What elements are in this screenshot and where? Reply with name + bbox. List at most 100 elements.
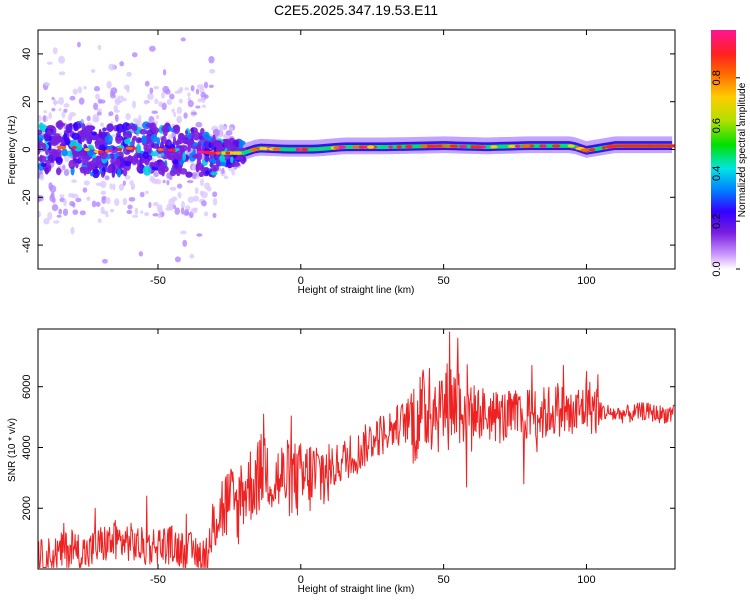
colorbar-tick-label: 0.4 (711, 166, 723, 181)
spectrogram-speckle (110, 87, 118, 95)
spectrogram-speckle (100, 180, 107, 189)
spectrogram-blob (44, 167, 49, 175)
snr-line (38, 331, 675, 568)
colorbar-tick-label: 0.8 (711, 70, 723, 85)
spectrogram-hot-spot (405, 145, 413, 149)
spectrogram-blob (208, 142, 212, 148)
spectrogram-speckle (67, 114, 73, 122)
spectrogram-blob (215, 141, 223, 149)
spectrogram-speckle (212, 212, 217, 218)
spectrogram-blob (229, 156, 234, 164)
spectrogram-speckle (166, 179, 170, 186)
spectrogram-blob (122, 167, 128, 177)
spectrogram-speckle (195, 121, 203, 128)
spectrogram-speckle (178, 98, 183, 104)
spectrogram-speckle (63, 168, 70, 176)
spectrogram-speckle (144, 190, 149, 195)
spectrogram-hot-spot (117, 147, 123, 152)
spectrogram-blob (172, 136, 177, 146)
spectrogram-speckle (168, 198, 175, 207)
spectrogram-speckle (177, 191, 182, 199)
y-tick-label: 6000 (21, 374, 33, 398)
spectrogram-speckle (180, 201, 186, 210)
spectrogram-speckle (148, 201, 152, 209)
snr-x-label: Height of straight line (km) (298, 584, 415, 595)
spectrogram-blob (104, 134, 113, 144)
spectrogram-blob (219, 154, 226, 163)
spectrogram-blob (132, 135, 137, 141)
x-tick-label: 0 (298, 275, 304, 287)
spectrogram-blob (198, 171, 204, 177)
spectrogram-speckle (208, 84, 214, 88)
spectrogram-speckle (133, 118, 139, 123)
spectrogram-speckle (106, 80, 112, 89)
spectrogram-speckle (58, 55, 66, 64)
spectrogram-hot-spot (436, 144, 443, 148)
x-tick-label: 100 (577, 275, 595, 287)
spectrogram-speckle (223, 175, 229, 180)
spectrogram-speckle (75, 197, 82, 203)
spectrogram-speckle (104, 175, 110, 181)
spectrogram-speckle (52, 100, 60, 105)
spectrogram-speckle (221, 167, 225, 174)
spectrogram-hot-spot (441, 144, 448, 148)
spectrogram-blob (200, 127, 205, 135)
spectrogram-speckle (114, 97, 121, 106)
spectrogram-speckle (51, 96, 55, 101)
spectrogram-speckle (76, 41, 81, 48)
spectrogram-speckle (46, 61, 53, 65)
spectrogram-blob (182, 151, 187, 162)
spectrogram-blob (44, 133, 50, 142)
spectrogram-speckle (184, 87, 189, 91)
spectrogram-blob (172, 159, 179, 165)
spectrogram-speckle (64, 154, 70, 163)
spectrogram-speckle (97, 218, 102, 224)
spectrogram-speckle (50, 191, 55, 199)
spectrogram-speckle (51, 204, 59, 212)
spectrogram-blob (91, 157, 98, 168)
spectrogram-speckle (95, 182, 103, 187)
spectrogram-hot-spot (420, 144, 428, 148)
spectrogram-speckle (157, 207, 163, 214)
spectrogram-x-label: Height of straight line (km) (298, 285, 415, 296)
colorbar-gradient (711, 30, 736, 269)
spectrogram-blob (150, 133, 158, 143)
spectrogram-speckle (38, 194, 42, 203)
spectrogram-blob (111, 169, 116, 178)
spectrogram-speckle (203, 94, 209, 99)
y-tick-label: 2000 (21, 496, 33, 520)
spectrogram-blob (136, 143, 142, 154)
spectrogram-speckle (43, 218, 50, 225)
spectrogram-hot-spot (458, 144, 468, 149)
spectrogram-hot-spot (588, 148, 596, 152)
spectrogram-speckle (134, 207, 139, 215)
y-tick-label: 20 (21, 96, 33, 108)
spectrogram-hot-spot (104, 149, 110, 153)
spectrogram-hot-spot (554, 144, 560, 148)
spectrogram-blob (57, 122, 65, 127)
spectrogram-speckle (149, 87, 154, 94)
spectrogram-speckle (58, 108, 62, 112)
spectrogram-speckle (42, 115, 47, 123)
spectrogram-speckle (108, 63, 116, 71)
spectrogram-speckle (201, 191, 208, 199)
spectrogram-hot-spot (225, 151, 231, 155)
spectrogram-speckle (126, 71, 132, 77)
spectrogram-hot-spot (507, 144, 517, 148)
spectrogram-speckle (153, 85, 160, 90)
spectrogram-speckle (114, 114, 119, 122)
spectrogram-blob (38, 129, 43, 135)
spectrogram-speckle (96, 111, 102, 116)
spectrogram-blob (107, 165, 113, 174)
spectrogram-blob (73, 122, 79, 132)
spectrogram-speckle (119, 61, 125, 67)
spectrogram-speckle (206, 187, 212, 192)
spectrogram-speckle (173, 111, 177, 118)
spectrogram-speckle (190, 111, 198, 116)
spectrogram-speckle (129, 180, 134, 186)
spectrogram-speckle (176, 183, 183, 189)
spectrogram-hot-spot (580, 148, 590, 152)
spectrogram-speckle (189, 253, 195, 259)
spectrogram-blob (198, 143, 202, 151)
spectrogram-speckle (190, 208, 198, 214)
